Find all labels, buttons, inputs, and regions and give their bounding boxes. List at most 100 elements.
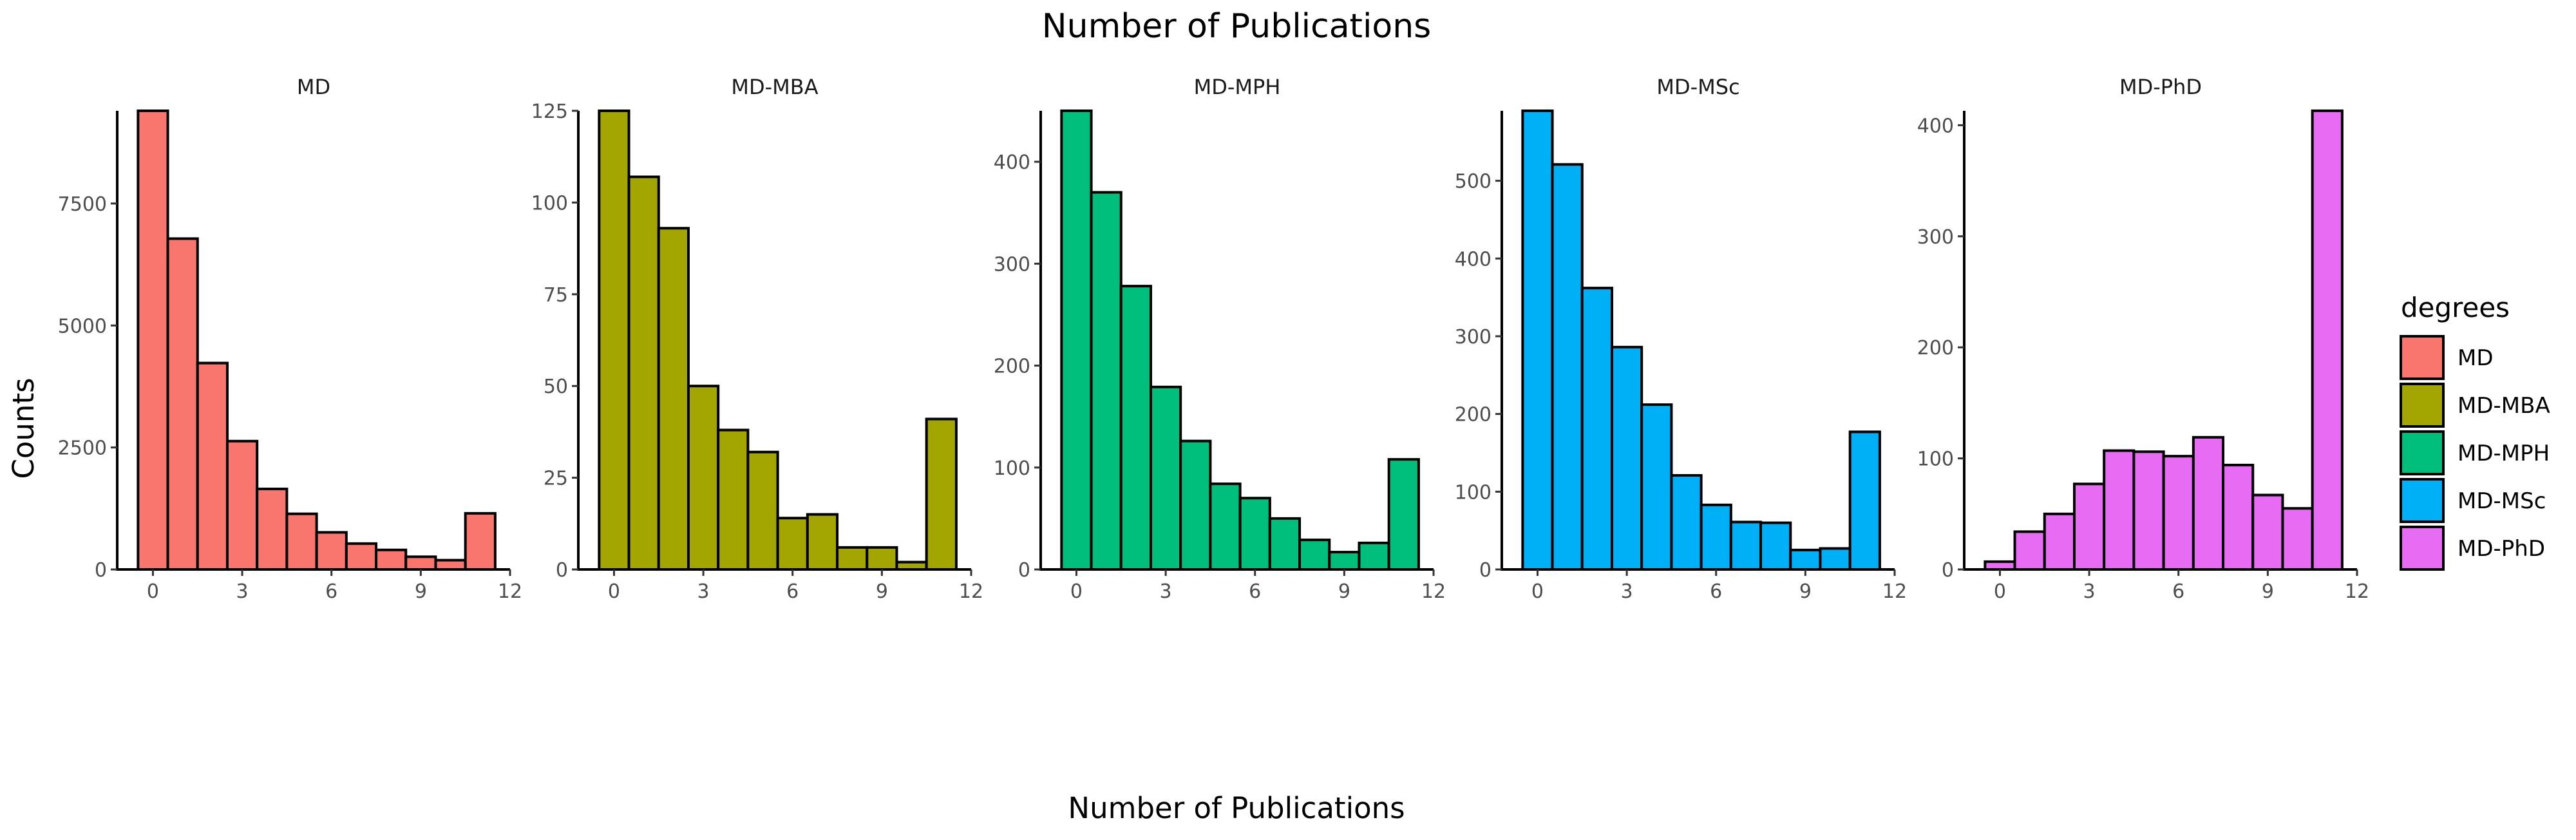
y-tick-label: 2500 xyxy=(58,437,107,460)
histogram-bar xyxy=(806,513,839,571)
y-tick-label: 300 xyxy=(1917,226,1954,249)
histogram-bar xyxy=(256,488,289,571)
y-tick-label: 7500 xyxy=(58,193,107,216)
legend: degrees MD MD-MBA MD-MPH MD-MSc MD-PhD xyxy=(2400,292,2550,571)
legend-label: MD-MPH xyxy=(2458,441,2550,466)
x-tick-label: 3 xyxy=(236,580,249,603)
histogram-bar xyxy=(345,542,378,571)
histogram-bar xyxy=(166,237,199,571)
legend-label: MD-PhD xyxy=(2458,536,2545,562)
histogram-bar xyxy=(1179,439,1212,571)
histogram-bar xyxy=(1521,110,1554,571)
histogram-bar xyxy=(866,546,898,571)
histogram-bar xyxy=(776,517,809,571)
y-tick-label: 5000 xyxy=(58,315,107,338)
histogram-bar xyxy=(1119,285,1152,571)
histogram-bar xyxy=(2103,449,2136,571)
y-tick-label: 100 xyxy=(1917,448,1954,471)
y-tick-label: 100 xyxy=(531,192,568,215)
histogram-bar xyxy=(1090,191,1122,571)
histogram-bar xyxy=(657,227,690,571)
histogram-bar xyxy=(1328,551,1361,571)
histogram-bar xyxy=(1700,503,1732,571)
x-tick-label: 3 xyxy=(1160,580,1172,603)
histogram-bar xyxy=(1551,163,1584,571)
histogram-bar xyxy=(1729,520,1763,571)
histogram-bar xyxy=(1268,517,1302,571)
x-tick-label: 0 xyxy=(608,580,620,603)
x-tick-label: 12 xyxy=(1421,580,1446,603)
histogram-bar xyxy=(717,428,750,571)
x-tick-label: 12 xyxy=(498,580,522,603)
y-tick-label: 100 xyxy=(1455,481,1492,504)
x-tick-label: 12 xyxy=(1882,580,1907,603)
histogram-bar xyxy=(836,546,869,571)
y-tick-label: 400 xyxy=(1917,115,1954,137)
facet-label: MD-PhD xyxy=(2119,75,2202,99)
histogram-bar xyxy=(1580,287,1613,571)
y-tick-label: 125 xyxy=(531,100,568,123)
histogram-bar xyxy=(1848,430,1881,571)
histogram-bar xyxy=(434,558,467,571)
histogram-bar xyxy=(1789,548,1822,571)
histogram-bar xyxy=(925,417,958,571)
x-tick-label: 6 xyxy=(1710,580,1722,603)
histogram-bar xyxy=(1238,497,1271,571)
histogram-bar xyxy=(1640,403,1673,571)
histogram-bar xyxy=(2192,435,2225,571)
histogram-bar xyxy=(1298,539,1331,571)
legend-title: degrees xyxy=(2401,292,2510,323)
histogram-bar xyxy=(225,439,259,571)
y-tick-label: 0 xyxy=(1018,559,1030,582)
y-tick-label: 500 xyxy=(1455,171,1492,193)
facet-label: MD-MBA xyxy=(731,75,818,99)
x-tick-label: 0 xyxy=(1994,580,2006,603)
chart-title: Number of Publications xyxy=(1042,7,1432,46)
y-tick-label: 75 xyxy=(544,284,568,307)
y-axis-title: Counts xyxy=(6,377,41,479)
x-tick-label: 6 xyxy=(1249,580,1261,603)
x-tick-label: 6 xyxy=(786,580,799,603)
x-tick-label: 12 xyxy=(2345,580,2369,603)
histogram-bar xyxy=(746,450,779,571)
histogram-bar xyxy=(2251,493,2284,571)
x-tick-label: 12 xyxy=(959,580,983,603)
x-tick-label: 0 xyxy=(1531,580,1544,603)
histogram-bar xyxy=(2222,463,2255,571)
histogram-bar xyxy=(137,110,169,571)
histogram-bar xyxy=(1209,482,1242,571)
y-tick-label: 0 xyxy=(1479,559,1492,582)
y-tick-label: 50 xyxy=(544,376,568,398)
x-tick-label: 6 xyxy=(2172,580,2184,603)
histogram-bar xyxy=(2162,455,2195,571)
facet-md-mph: MD-MPH 0 100 200 300 400 0 3 6 9 12 xyxy=(994,75,1446,603)
facet-label: MD-MSc xyxy=(1656,75,1739,99)
histogram-bar xyxy=(598,110,630,571)
y-tick-label: 300 xyxy=(1455,326,1492,348)
y-tick-label: 200 xyxy=(1917,337,1954,359)
histogram-bar xyxy=(2013,530,2046,571)
x-tick-label: 0 xyxy=(147,580,159,603)
histogram-bar xyxy=(1149,385,1182,571)
y-tick-label: 400 xyxy=(1455,248,1492,271)
histogram-bar xyxy=(2311,110,2344,571)
legend-key-md-phd xyxy=(2400,526,2445,571)
histogram-bar xyxy=(1610,345,1643,571)
histogram-bar xyxy=(2132,450,2165,571)
y-tick-label: 0 xyxy=(556,559,568,582)
y-tick-label: 200 xyxy=(994,356,1030,378)
y-tick-label: 300 xyxy=(994,253,1030,276)
histogram-bar xyxy=(1358,541,1390,571)
legend-key-md-mba xyxy=(2400,383,2445,428)
legend-label: MD-MBA xyxy=(2458,393,2550,419)
histogram-bar xyxy=(464,511,497,571)
facet-label: MD xyxy=(297,75,330,99)
facet-md-mba: MD-MBA 0 25 50 75 100 125 0 3 6 9 12 xyxy=(531,75,983,603)
histogram-bar xyxy=(1387,458,1420,571)
x-tick-label: 0 xyxy=(1070,580,1083,603)
x-axis-title: Number of Publications xyxy=(1068,791,1405,825)
histogram-bar xyxy=(1060,110,1093,571)
